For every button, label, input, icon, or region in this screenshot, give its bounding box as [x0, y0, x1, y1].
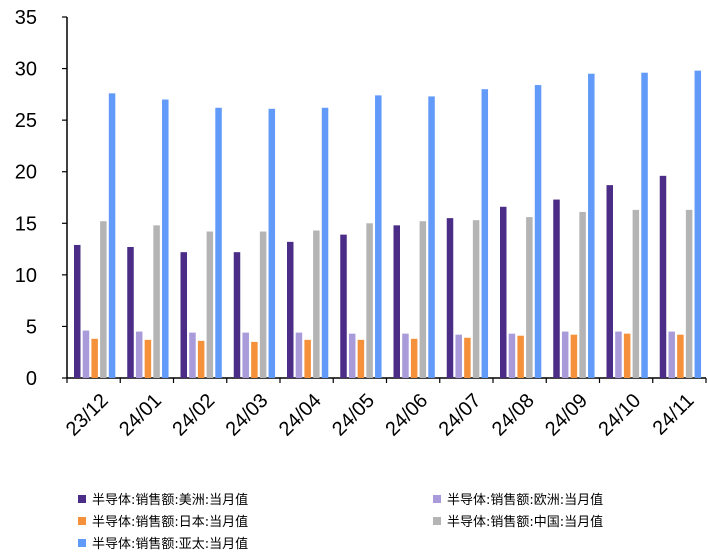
bar: [366, 223, 373, 378]
bar: [632, 209, 640, 378]
bar: [455, 334, 462, 378]
bar: [162, 99, 169, 378]
bar: [579, 211, 586, 378]
x-tick-label: 24/11: [649, 390, 699, 440]
legend-swatch: [433, 516, 441, 525]
bar: [641, 72, 648, 378]
legend-item-china: 半导体:销售额:中国:当月值: [433, 511, 603, 530]
x-tick-label: 24/10: [594, 390, 645, 441]
bar: [108, 93, 116, 378]
bar: [348, 333, 356, 378]
bar: [100, 221, 107, 378]
bar: [561, 331, 569, 378]
legend-swatch: [433, 494, 441, 503]
bar: [144, 339, 152, 378]
legend-label: 半导体:销售额:亚太:当月值: [92, 537, 249, 552]
legend-item-europe: 半导体:销售额:欧洲:当月值: [433, 489, 603, 508]
bar: [197, 340, 205, 378]
legend-label: 半导体:销售额:日本:当月值: [92, 515, 249, 530]
legend-label: 半导体:销售额:美洲:当月值: [92, 493, 249, 508]
bar: [82, 330, 90, 378]
bar: [251, 341, 258, 378]
bar: [340, 234, 347, 378]
bar: [419, 221, 427, 378]
x-tick-label: 23/12: [62, 390, 113, 441]
bar: [659, 175, 667, 378]
bar: [481, 89, 489, 378]
bar: [606, 185, 613, 378]
bar: [153, 225, 160, 378]
legend-swatch: [78, 494, 86, 503]
bar: [615, 331, 622, 378]
bar: [393, 225, 400, 378]
bar: [91, 338, 98, 378]
bar: [242, 332, 249, 378]
bar: [215, 107, 222, 378]
bar: [135, 331, 143, 378]
bar: [472, 220, 480, 378]
y-tick-label: 35: [15, 7, 37, 29]
bar: [685, 209, 693, 378]
bar: [677, 334, 684, 378]
bar: [694, 70, 702, 379]
bar-groups: [74, 70, 702, 379]
bar: [402, 333, 409, 378]
y-tick-label: 5: [26, 316, 37, 338]
bar: [623, 333, 631, 378]
bar: [206, 231, 214, 378]
bar: [446, 218, 454, 378]
bar: [127, 247, 134, 378]
bar: [570, 334, 578, 378]
bar: [500, 206, 507, 378]
x-axis-ticks: 23/12 24/01 24/02 24/03 24/04 24/05 24/06 24/07…: [62, 378, 707, 441]
legend-item-asia-pacific: 半导体:销售额:亚太:当月值: [78, 533, 248, 552]
x-tick-label: 24/07: [435, 390, 486, 441]
bar: [588, 73, 595, 378]
bar: [268, 108, 276, 378]
legend-swatch: [78, 538, 86, 547]
x-tick-label: 24/09: [541, 390, 592, 441]
legend-item-japan: 半导体:销售额:日本:当月值: [78, 511, 248, 530]
legend-swatch: [78, 516, 86, 525]
bar: [74, 244, 81, 378]
bar: [410, 338, 418, 378]
bar: [295, 332, 303, 378]
bar: [553, 199, 560, 378]
bar: [233, 252, 241, 378]
legend-label: 半导体:销售额:欧洲:当月值: [447, 493, 604, 508]
x-tick-label: 24/01: [115, 390, 166, 441]
y-tick-label: 10: [15, 265, 37, 287]
bar: [668, 331, 675, 378]
x-tick-label: 24/08: [488, 390, 539, 441]
bar: [287, 241, 294, 378]
legend-item-americas: 半导体:销售额:美洲:当月值: [78, 489, 248, 508]
bar: [517, 335, 524, 378]
x-tick-label: 24/06: [381, 390, 432, 441]
y-tick-label: 20: [15, 162, 37, 184]
x-tick-label: 24/04: [275, 390, 326, 441]
bar: [357, 339, 365, 378]
bar: [428, 96, 435, 379]
bar: [313, 230, 320, 378]
y-tick-label: 15: [15, 213, 37, 235]
x-tick-label: 24/02: [168, 390, 219, 441]
bar: [526, 217, 533, 378]
legend-label: 半导体:销售额:中国:当月值: [447, 515, 604, 530]
bar: [189, 332, 196, 378]
bar: [375, 95, 382, 378]
bar: [321, 107, 329, 378]
x-tick-label: 24/03: [222, 390, 273, 441]
bar: [534, 85, 542, 379]
bar: [259, 231, 267, 378]
y-tick-label: 25: [15, 110, 37, 132]
y-tick-label: 30: [15, 59, 37, 81]
y-axis-ticks: 0 5 10 15 20 25 30 35: [15, 7, 67, 390]
bar: [508, 333, 516, 378]
y-tick-label: 0: [26, 368, 37, 390]
bar: [304, 339, 311, 378]
bar: [180, 252, 187, 378]
bar: [464, 337, 471, 378]
x-tick-label: 24/05: [328, 390, 379, 441]
